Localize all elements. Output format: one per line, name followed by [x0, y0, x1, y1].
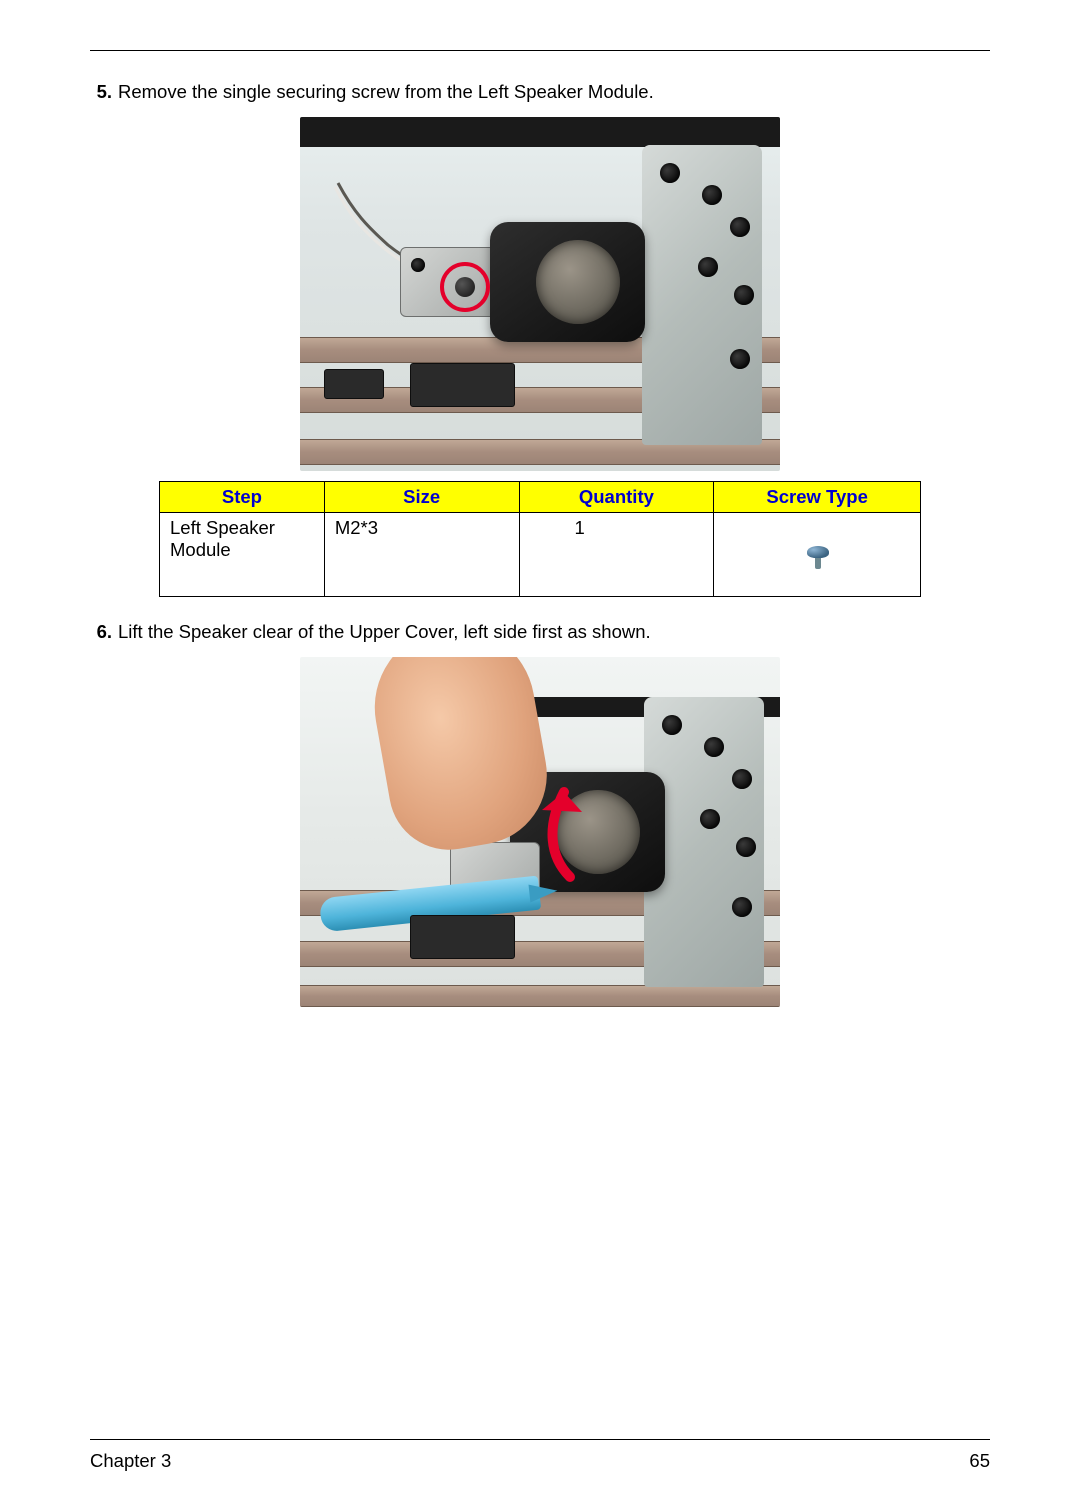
- footer-page: 65: [969, 1450, 990, 1472]
- step-6-number: 6.: [90, 619, 118, 645]
- figure-step6: [300, 657, 780, 1007]
- bottom-rule: [90, 1439, 990, 1440]
- step-5: 5. Remove the single securing screw from…: [90, 79, 990, 105]
- screw-icon: [797, 532, 837, 572]
- table-row: Left Speaker Module M2*3 1: [160, 512, 921, 596]
- cell-screw-type: [714, 512, 921, 596]
- screw-marker-icon: [440, 262, 490, 312]
- step-5-number: 5.: [90, 79, 118, 105]
- screw-table: Step Size Quantity Screw Type Left Speak…: [159, 481, 921, 597]
- footer-chapter: Chapter 3: [90, 1450, 171, 1472]
- col-size: Size: [324, 481, 519, 512]
- top-rule: [90, 50, 990, 51]
- step-6: 6. Lift the Speaker clear of the Upper C…: [90, 619, 990, 645]
- col-screw-type: Screw Type: [714, 481, 921, 512]
- step-5-text: Remove the single securing screw from th…: [118, 79, 990, 105]
- col-quantity: Quantity: [519, 481, 714, 512]
- figure-step5: [300, 117, 780, 471]
- step-6-text: Lift the Speaker clear of the Upper Cove…: [118, 619, 990, 645]
- cell-size: M2*3: [324, 512, 519, 596]
- cell-step: Left Speaker Module: [160, 512, 325, 596]
- col-step: Step: [160, 481, 325, 512]
- page-footer: Chapter 3 65: [90, 1439, 990, 1472]
- cell-quantity: 1: [519, 512, 714, 596]
